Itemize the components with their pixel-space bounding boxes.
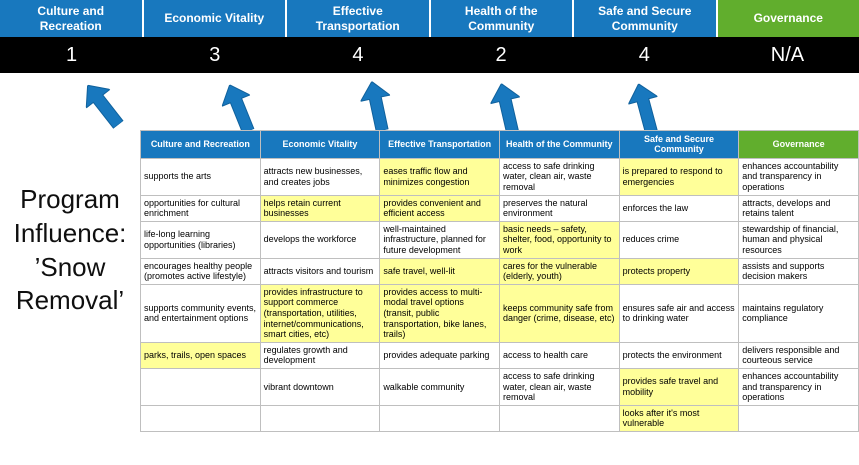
- table-header-4: Safe and Secure Community: [618, 130, 740, 159]
- table-cell: keeps community safe from danger (crime,…: [498, 283, 620, 343]
- table-cell: provides convenient and efficient access: [379, 194, 500, 222]
- pillar-score-4: 4: [638, 43, 650, 66]
- page-title: Program Influence: ’Snow Removal’: [13, 184, 127, 316]
- pillar-score-3: 2: [495, 43, 507, 66]
- pillar-header-bar: Culture and Recreation Economic Vitality E…: [0, 0, 859, 37]
- pillar-header-4: Safe and Secure Community: [574, 0, 716, 37]
- table-cell: protects the environment: [618, 341, 740, 370]
- table-cell: assists and supports decision makers: [738, 257, 859, 285]
- table-row-4: supports community events, and entertain…: [140, 283, 859, 343]
- table-cell: reduces crime: [618, 220, 740, 259]
- table-cell: is prepared to respond to emergencies: [618, 157, 740, 196]
- table-row-1: opportunities for cultural enrichment hel…: [140, 194, 859, 222]
- influence-table-head: Culture and Recreation Economic Vitality E…: [140, 130, 859, 159]
- table-cell: delivers responsible and courteous servi…: [738, 341, 859, 370]
- score-bar: 1 3 4 2 4 N/A: [0, 37, 859, 73]
- pillar-header-5: Governance: [717, 0, 859, 37]
- table-cell: develops the workforce: [259, 220, 381, 259]
- table-cell: enhances accountability and transparency…: [738, 368, 859, 406]
- table-row-3: encourages healthy people (promotes acti…: [140, 257, 859, 285]
- table-cell: [379, 404, 500, 433]
- table-cell: [498, 404, 620, 433]
- table-cell: provides safe travel and mobility: [618, 368, 740, 406]
- pillar-score-2: 4: [352, 43, 364, 66]
- table-cell: [140, 404, 261, 433]
- table-row-6: vibrant downtown walkable community access…: [140, 368, 859, 406]
- table-header-3: Health of the Community: [498, 130, 620, 159]
- table-row-5: parks, trails, open spaces regulates grow…: [140, 341, 859, 370]
- pillar-header-1: Economic Vitality: [143, 0, 285, 37]
- up-arrow-icon: [624, 80, 666, 136]
- influence-table-body: supports the arts attracts new businesses…: [140, 157, 859, 433]
- table-cell: attracts visitors and tourism: [259, 257, 381, 285]
- table-cell: safe travel, well-lit: [379, 257, 500, 285]
- table-cell: basic needs – safety, shelter, food, opp…: [498, 220, 620, 259]
- table-cell: parks, trails, open spaces: [140, 341, 261, 370]
- table-cell: access to safe drinking water, clean air…: [498, 157, 620, 196]
- pillar-score-5: N/A: [770, 43, 805, 66]
- up-arrow-icon: [357, 78, 397, 133]
- up-arrow-icon: [487, 80, 527, 135]
- table-cell: supports the arts: [140, 157, 261, 196]
- table-cell: regulates growth and development: [259, 341, 381, 370]
- table-cell: looks after it's most vulnerable: [618, 404, 740, 433]
- table-row-0: supports the arts attracts new businesses…: [140, 157, 859, 196]
- table-cell: provides access to multi-modal travel op…: [379, 283, 500, 343]
- pillar-header-3: Health of the Community: [430, 0, 572, 37]
- pillar-header-2: Effective Transportation: [287, 0, 429, 37]
- table-cell: protects property: [618, 257, 740, 285]
- table-cell: cares for the vulnerable (elderly, youth…: [498, 257, 620, 285]
- table-header-1: Economic Vitality: [259, 130, 381, 159]
- table-cell: access to safe drinking water, clean air…: [498, 368, 620, 406]
- table-cell: [259, 404, 381, 433]
- table-cell: enhances accountability and transparency…: [738, 157, 859, 196]
- table-header-5: Governance: [738, 130, 859, 159]
- table-cell: stewardship of financial, human and phys…: [738, 220, 859, 259]
- table-cell: access to health care: [498, 341, 620, 370]
- table-cell: life-long learning opportunities (librar…: [140, 220, 261, 259]
- table-header-0: Culture and Recreation: [140, 130, 261, 159]
- table-header-row: Culture and Recreation Economic Vitality E…: [140, 130, 859, 159]
- table-row-2: life-long learning opportunities (librar…: [140, 220, 859, 259]
- table-header-2: Effective Transportation: [379, 130, 500, 159]
- table-cell: enforces the law: [618, 194, 740, 222]
- table-cell: preserves the natural environment: [498, 194, 620, 222]
- table-cell: [140, 368, 261, 406]
- table-cell: walkable community: [379, 368, 500, 406]
- table-cell: supports community events, and entertain…: [140, 283, 261, 343]
- table-row-7: looks after it's most vulnerable: [140, 404, 859, 433]
- table-cell: attracts, develops and retains talent: [738, 194, 859, 222]
- pillar-header-0: Culture and Recreation: [0, 0, 142, 37]
- table-cell: vibrant downtown: [259, 368, 381, 406]
- table-cell: ensures safe air and access to drinking …: [618, 283, 740, 343]
- table-cell: maintains regulatory compliance: [738, 283, 859, 343]
- table-cell: encourages healthy people (promotes acti…: [140, 257, 261, 285]
- pillar-score-0: 1: [66, 43, 78, 66]
- table-cell: provides infrastructure to support comme…: [259, 283, 381, 343]
- influence-table: Culture and Recreation Economic Vitality E…: [140, 130, 859, 433]
- up-arrow-icon: [76, 76, 130, 134]
- table-cell: eases traffic flow and minimizes congest…: [379, 157, 500, 196]
- up-arrow-icon: [216, 79, 263, 137]
- table-cell: helps retain current businesses: [259, 194, 381, 222]
- table-cell: [738, 404, 859, 433]
- table-cell: opportunities for cultural enrichment: [140, 194, 261, 222]
- pillar-score-1: 3: [209, 43, 221, 66]
- table-cell: well-maintained infrastructure, planned …: [379, 220, 500, 259]
- table-cell: provides adequate parking: [379, 341, 500, 370]
- table-cell: attracts new businesses, and creates job…: [259, 157, 381, 196]
